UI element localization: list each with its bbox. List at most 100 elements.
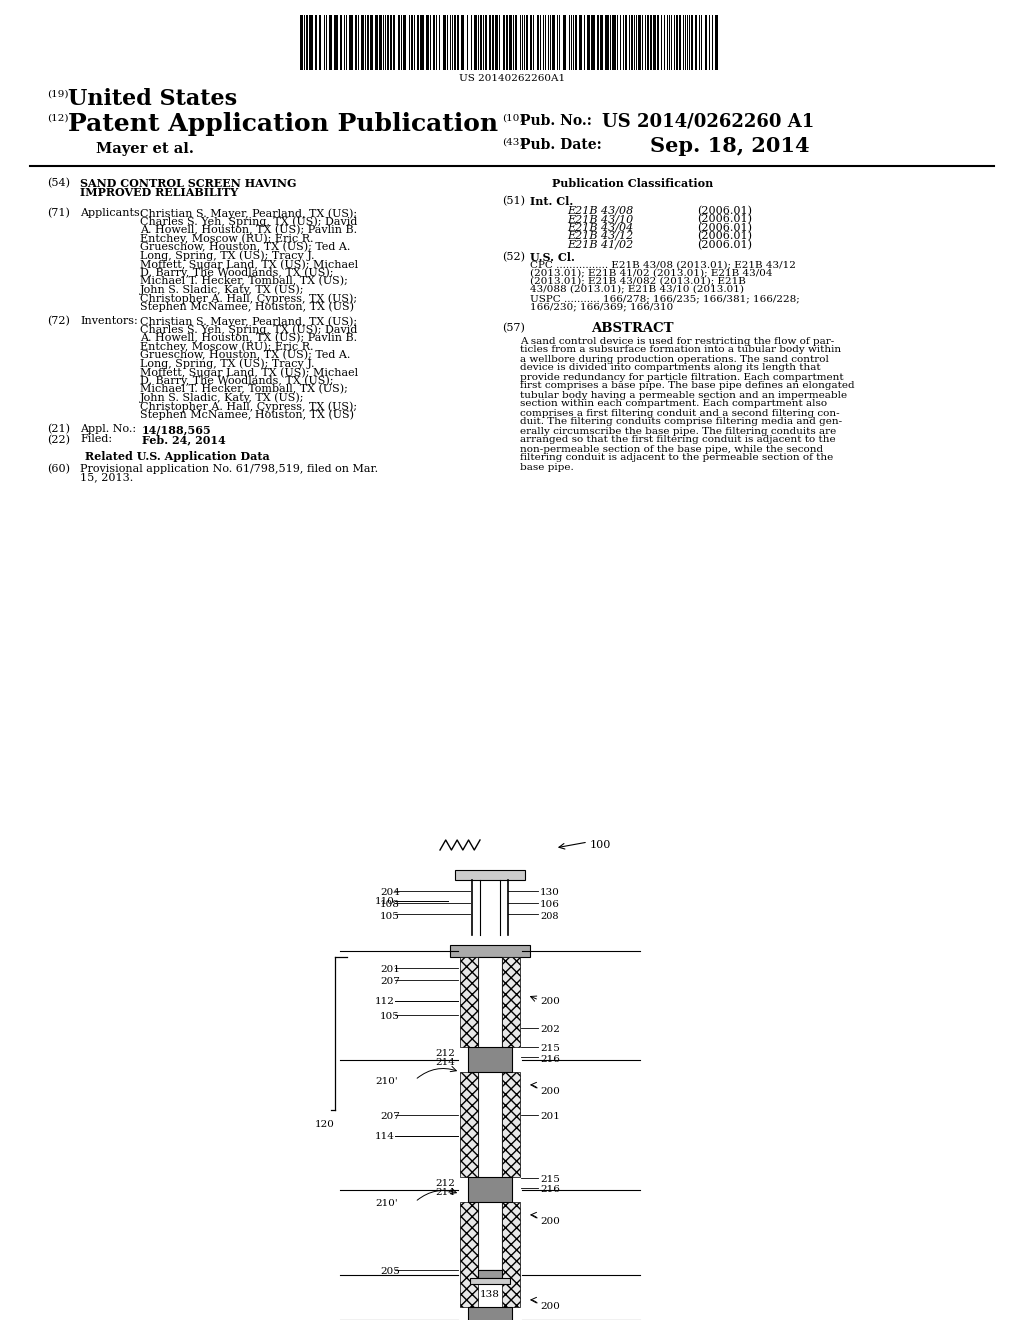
Bar: [417, 15, 419, 70]
Text: USPC ........... 166/278; 166/235; 166/381; 166/228;: USPC ........... 166/278; 166/235; 166/3…: [530, 294, 800, 304]
Bar: [300, 15, 303, 70]
Text: D. Barry, The Woodlands, TX (US);: D. Barry, The Woodlands, TX (US);: [140, 268, 334, 279]
Bar: [319, 15, 321, 70]
Text: 106: 106: [540, 900, 560, 909]
Text: Pub. Date:: Pub. Date:: [520, 139, 602, 152]
Bar: [705, 15, 707, 70]
Text: (2013.01); E21B 41/02 (2013.01); E21B 43/04: (2013.01); E21B 41/02 (2013.01); E21B 43…: [530, 268, 772, 277]
Bar: [478, 957, 502, 1270]
Bar: [695, 15, 697, 70]
Text: Stephen McNamee, Houston, TX (US): Stephen McNamee, Houston, TX (US): [140, 409, 354, 420]
Bar: [530, 15, 532, 70]
Bar: [426, 15, 429, 70]
Text: Grueschow, Houston, TX (US); Ted A.: Grueschow, Houston, TX (US); Ted A.: [140, 350, 350, 360]
Text: Long, Spring, TX (US); Tracy J.: Long, Spring, TX (US); Tracy J.: [140, 251, 314, 261]
Text: 216: 216: [540, 1185, 560, 1195]
Bar: [575, 15, 577, 70]
Text: (72): (72): [47, 315, 70, 326]
Text: (19): (19): [47, 90, 69, 99]
Text: filtering conduit is adjacent to the permeable section of the: filtering conduit is adjacent to the per…: [520, 454, 834, 462]
Text: E21B 43/04: E21B 43/04: [567, 223, 633, 232]
Text: 14/188,565: 14/188,565: [142, 424, 212, 436]
Text: Entchev, Moscow (RU); Eric R.: Entchev, Moscow (RU); Eric R.: [140, 342, 313, 352]
Text: duit. The filtering conduits comprise filtering media and gen-: duit. The filtering conduits comprise fi…: [520, 417, 842, 426]
Text: Mayer et al.: Mayer et al.: [96, 143, 194, 156]
Text: 216: 216: [540, 1055, 560, 1064]
Bar: [455, 870, 525, 880]
Text: Moffett, Sugar Land, TX (US); Michael: Moffett, Sugar Land, TX (US); Michael: [140, 367, 358, 378]
Text: 212: 212: [435, 1049, 455, 1059]
Text: (52): (52): [502, 252, 525, 263]
Bar: [612, 15, 616, 70]
Text: provide redundancy for particle filtration. Each compartment: provide redundancy for particle filtrati…: [520, 372, 844, 381]
Text: ticles from a subsurface formation into a tubular body within: ticles from a subsurface formation into …: [520, 346, 841, 355]
Bar: [657, 15, 659, 70]
Text: A. Howell, Houston, TX (US); Pavlin B.: A. Howell, Houston, TX (US); Pavlin B.: [140, 333, 357, 343]
Text: D. Barry, The Woodlands, TX (US);: D. Barry, The Woodlands, TX (US);: [140, 375, 334, 385]
Text: 200: 200: [540, 997, 560, 1006]
Bar: [306, 15, 308, 70]
Text: section within each compartment. Each compartment also: section within each compartment. Each co…: [520, 400, 827, 408]
Text: E21B 41/02: E21B 41/02: [567, 239, 633, 249]
Text: 201: 201: [540, 1111, 560, 1121]
Text: Related U.S. Application Data: Related U.S. Application Data: [85, 451, 269, 462]
Text: device is divided into compartments along its length that: device is divided into compartments alon…: [520, 363, 820, 372]
Text: (57): (57): [502, 322, 525, 333]
Text: Filed:: Filed:: [80, 434, 112, 445]
Text: 204: 204: [380, 888, 400, 898]
Bar: [478, 1270, 502, 1278]
Text: 138: 138: [480, 1290, 500, 1299]
Bar: [631, 15, 633, 70]
Bar: [329, 15, 332, 70]
Bar: [502, 1072, 520, 1177]
Text: 43/088 (2013.01); E21B 43/10 (2013.01): 43/088 (2013.01); E21B 43/10 (2013.01): [530, 285, 744, 293]
Text: 210': 210': [375, 1199, 397, 1208]
Bar: [676, 15, 678, 70]
Text: 200: 200: [540, 1217, 560, 1226]
Bar: [340, 15, 342, 70]
Text: (21): (21): [47, 424, 70, 434]
Text: 207: 207: [380, 977, 400, 986]
Text: Charles S. Yeh, Spring, TX (US); David: Charles S. Yeh, Spring, TX (US); David: [140, 216, 357, 227]
Text: Christopher A. Hall, Cypress, TX (US);: Christopher A. Hall, Cypress, TX (US);: [140, 401, 357, 412]
Text: first comprises a base pipe. The base pipe defines an elongated: first comprises a base pipe. The base pi…: [520, 381, 855, 391]
Text: (2006.01): (2006.01): [697, 239, 752, 249]
Text: (2006.01): (2006.01): [697, 223, 752, 232]
Text: (2006.01): (2006.01): [697, 206, 752, 215]
Text: (71): (71): [47, 209, 70, 218]
Text: Michael T. Hecker, Tomball, TX (US);: Michael T. Hecker, Tomball, TX (US);: [140, 384, 348, 395]
Bar: [526, 15, 528, 70]
Text: Feb. 24, 2014: Feb. 24, 2014: [142, 434, 225, 446]
Text: E21B 43/10: E21B 43/10: [567, 214, 633, 224]
Text: 200: 200: [540, 1086, 560, 1096]
Text: E21B 43/08: E21B 43/08: [567, 206, 633, 215]
Text: 207: 207: [380, 1111, 400, 1121]
Bar: [468, 1047, 512, 1072]
Text: non-permeable section of the base pipe, while the second: non-permeable section of the base pipe, …: [520, 445, 823, 454]
Bar: [679, 15, 681, 70]
Text: Appl. No.:: Appl. No.:: [80, 424, 136, 434]
Bar: [653, 15, 656, 70]
Text: 205: 205: [380, 1267, 400, 1276]
Bar: [460, 957, 478, 1047]
Bar: [502, 957, 520, 1047]
Bar: [552, 15, 555, 70]
Text: base pipe.: base pipe.: [520, 462, 573, 471]
Text: tubular body having a permeable section and an impermeable: tubular body having a permeable section …: [520, 391, 847, 400]
Text: (54): (54): [47, 178, 70, 189]
Text: (2013.01); E21B 43/082 (2013.01); E21B: (2013.01); E21B 43/082 (2013.01); E21B: [530, 276, 745, 285]
Text: 201: 201: [380, 965, 400, 974]
Text: (22): (22): [47, 434, 70, 445]
Bar: [393, 15, 395, 70]
Text: (10): (10): [502, 114, 523, 123]
Text: US 20140262260A1: US 20140262260A1: [459, 74, 565, 83]
Text: Provisional application No. 61/798,519, filed on Mar.: Provisional application No. 61/798,519, …: [80, 463, 378, 474]
Bar: [433, 15, 435, 70]
Bar: [605, 15, 609, 70]
Text: Int. Cl.: Int. Cl.: [530, 195, 573, 207]
Bar: [309, 15, 313, 70]
Bar: [370, 15, 373, 70]
Text: Charles S. Yeh, Spring, TX (US); David: Charles S. Yeh, Spring, TX (US); David: [140, 325, 357, 335]
Text: Entchev, Moscow (RU); Eric R.: Entchev, Moscow (RU); Eric R.: [140, 234, 313, 244]
Bar: [457, 15, 459, 70]
